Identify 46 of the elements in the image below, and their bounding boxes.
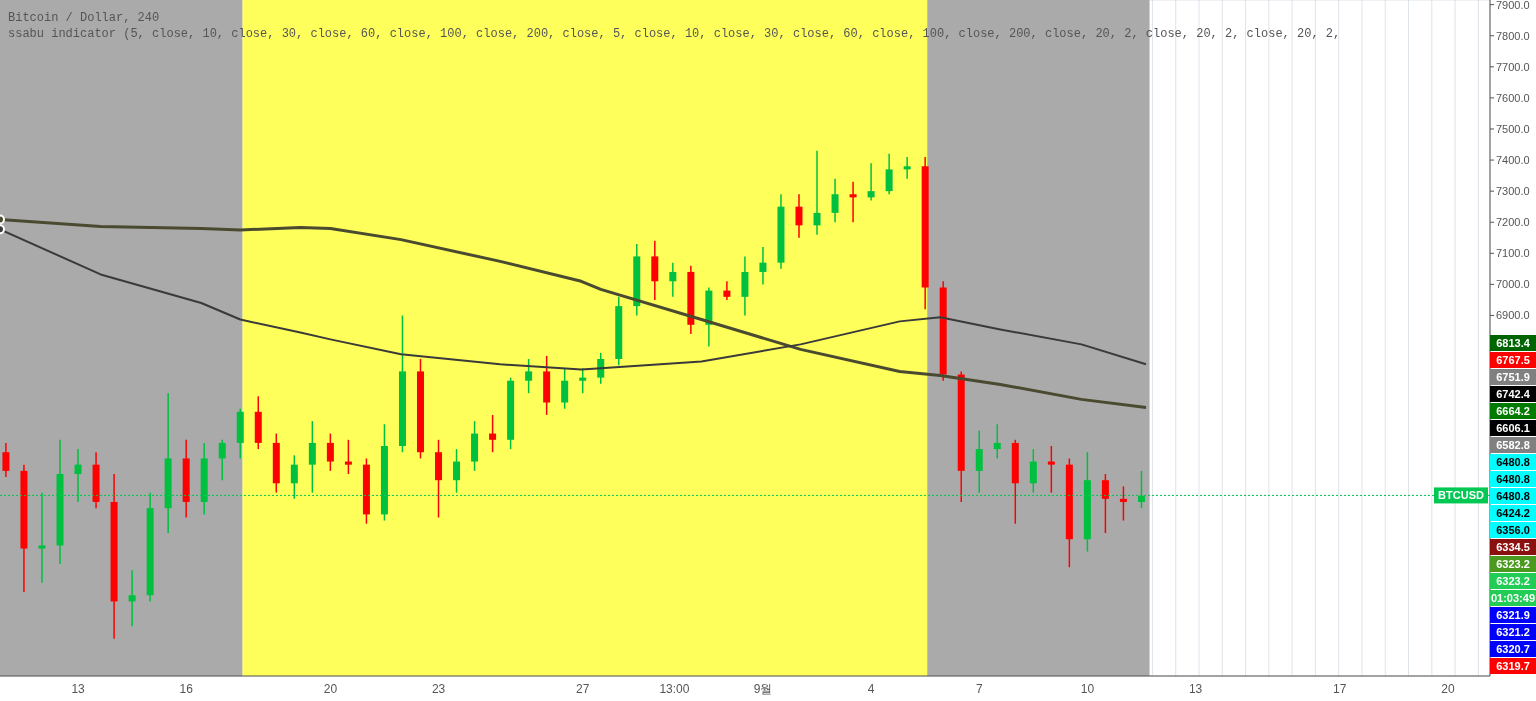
text: 6751.9	[1490, 369, 1536, 385]
x-tick-label: 10	[1080, 681, 1095, 696]
text: Bitcoin / Dollar, 240	[8, 10, 161, 26]
x-tick-label: 20	[323, 681, 338, 696]
y-tick-label: 7400.0	[1496, 153, 1530, 166]
ref-line-label: BTCUSD	[1438, 489, 1484, 502]
y-tick-label: 7500.0	[1496, 122, 1530, 135]
text: 6582.8	[1490, 437, 1536, 453]
text: 6319.7	[1490, 658, 1536, 674]
x-tick-label: 27	[576, 681, 590, 696]
text: 6424.2	[1490, 505, 1536, 521]
x-tick-label: 4	[867, 681, 875, 696]
text: 6321.9	[1490, 607, 1536, 623]
x-tick-label: 20	[1441, 681, 1455, 696]
text: 6334.5	[1490, 539, 1536, 555]
y-tick-label: 7300.0	[1496, 185, 1530, 198]
text: 6321.2	[1490, 624, 1536, 640]
text: 6767.5	[1490, 352, 1536, 368]
x-tick-label: 17	[1333, 681, 1347, 696]
y-tick-label: 7100.0	[1496, 247, 1530, 260]
y-tick-label: 7200.0	[1496, 216, 1530, 229]
y-tick-label: 6900.0	[1496, 309, 1530, 322]
y-tick-label: 7900.0	[1496, 0, 1530, 11]
x-tick-label: 7	[975, 681, 983, 696]
text: 6480.8	[1490, 488, 1536, 504]
x-tick-label: 13:00	[659, 681, 690, 696]
x-tick-label: 9월	[753, 681, 773, 696]
text: 6323.2	[1490, 573, 1536, 589]
y-tick-label: 7800.0	[1496, 29, 1530, 42]
text: 6320.7	[1490, 641, 1536, 657]
text: 6813.4	[1490, 335, 1536, 351]
y-tick-label: 7600.0	[1496, 91, 1530, 104]
y-tick-label: 7700.0	[1496, 60, 1530, 73]
x-tick-label: 16	[179, 681, 194, 696]
text: 6480.8	[1490, 471, 1536, 487]
text: 6742.4	[1490, 386, 1536, 402]
x-tick-label: 23	[431, 681, 446, 696]
y-tick-label: 7000.0	[1496, 278, 1530, 291]
x-tick-label: 13	[1188, 681, 1203, 696]
x-tick-label: 13	[71, 681, 86, 696]
text: 01:03:49	[1490, 590, 1536, 606]
text: 6356.0	[1490, 522, 1536, 538]
text: 6606.1	[1490, 420, 1536, 436]
text: 6664.2	[1490, 403, 1536, 419]
text: 6323.2	[1490, 556, 1536, 572]
text: 6480.8	[1490, 454, 1536, 470]
